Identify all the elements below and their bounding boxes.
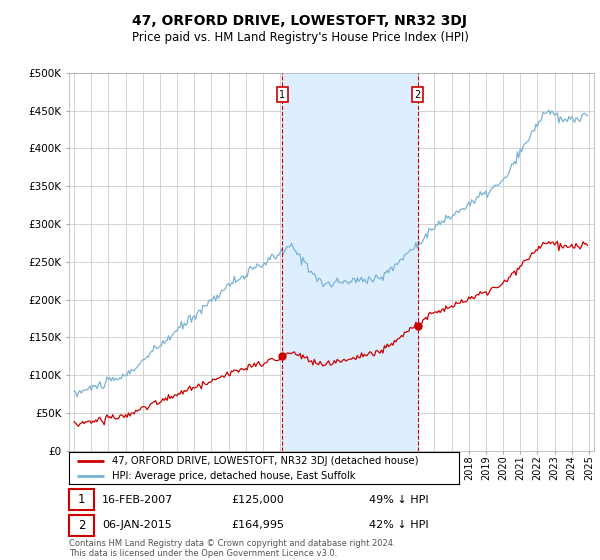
Text: Price paid vs. HM Land Registry's House Price Index (HPI): Price paid vs. HM Land Registry's House …	[131, 31, 469, 44]
Text: 16-FEB-2007: 16-FEB-2007	[102, 494, 173, 505]
Text: 47, ORFORD DRIVE, LOWESTOFT, NR32 3DJ (detached house): 47, ORFORD DRIVE, LOWESTOFT, NR32 3DJ (d…	[112, 456, 418, 466]
Text: 49% ↓ HPI: 49% ↓ HPI	[369, 494, 428, 505]
Text: £164,995: £164,995	[231, 520, 284, 530]
Bar	[282, 73, 418, 451]
Text: 2: 2	[78, 519, 85, 532]
Text: 1: 1	[78, 493, 85, 506]
Text: 06-JAN-2015: 06-JAN-2015	[102, 520, 172, 530]
Text: 47, ORFORD DRIVE, LOWESTOFT, NR32 3DJ: 47, ORFORD DRIVE, LOWESTOFT, NR32 3DJ	[133, 14, 467, 28]
Text: Contains HM Land Registry data © Crown copyright and database right 2024.
This d: Contains HM Land Registry data © Crown c…	[69, 539, 395, 558]
Text: 42% ↓ HPI: 42% ↓ HPI	[369, 520, 428, 530]
Text: 1: 1	[279, 90, 285, 100]
Text: 2: 2	[415, 90, 421, 100]
Text: £125,000: £125,000	[231, 494, 284, 505]
Text: HPI: Average price, detached house, East Suffolk: HPI: Average price, detached house, East…	[112, 472, 355, 481]
